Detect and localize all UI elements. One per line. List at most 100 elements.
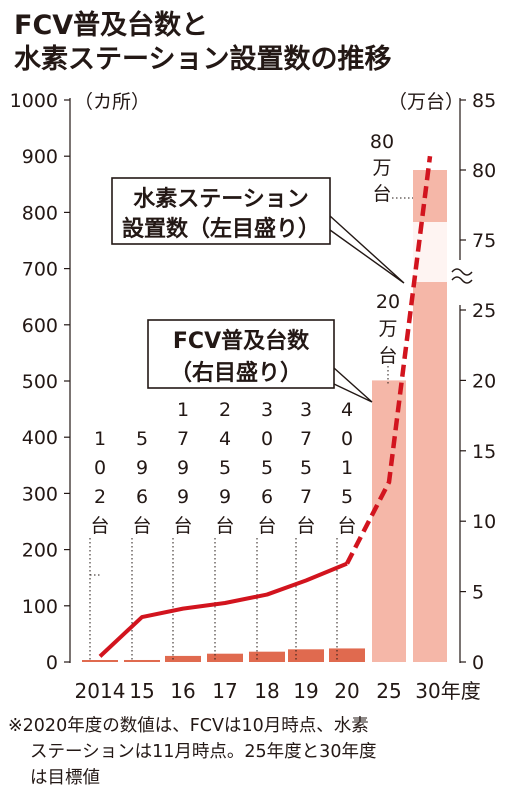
- station-line-actual: [98, 561, 348, 658]
- fcv-value-char: 7: [300, 428, 312, 450]
- fcv-bar: [372, 380, 406, 662]
- callout-fcv-pointer: [333, 367, 373, 403]
- right-tick-label: 25: [472, 300, 496, 322]
- left-tick-label: 800: [22, 202, 58, 224]
- station-line: [98, 155, 433, 658]
- x-tick-label: 25: [376, 679, 401, 703]
- callout-station-line1: 水素ステーション: [133, 186, 309, 212]
- callout-station-line2: 設置数（左目盛り）: [122, 216, 320, 242]
- callouts: 水素ステーション設置数（左目盛り） FCV普及台数 （右目盛り）: [111, 177, 405, 403]
- x-tick-label: 19: [293, 679, 318, 703]
- label-2025-char: 20: [376, 291, 400, 313]
- fcv-value-char: 9: [177, 486, 189, 508]
- x-axis-ticks: 2014 15 16 17 18 19 20 25 30年度: [75, 679, 481, 703]
- fcv-value-char: 台: [296, 515, 315, 537]
- callout-fcv-line2: （右目盛り）: [170, 360, 302, 386]
- label-2030-char: 万: [372, 157, 391, 179]
- fcv-bar: [124, 659, 160, 662]
- label-2025-char: 台: [378, 345, 397, 367]
- right-tick-label: 85: [472, 90, 496, 112]
- callout-fcv-box: [147, 319, 335, 389]
- left-tick-label: 600: [22, 315, 58, 337]
- fcv-value-char: 0: [94, 457, 106, 479]
- fcv-value-char: 5: [219, 457, 231, 479]
- left-tick-label: 300: [22, 483, 58, 505]
- right-tick-label: 75: [472, 230, 496, 252]
- x-tick-label: 20: [334, 679, 359, 703]
- fcv-value-char: 4: [219, 428, 231, 450]
- fcv-value-char: 7: [300, 486, 312, 508]
- fcv-value-char: 3: [261, 399, 273, 421]
- left-tick-label: 900: [22, 146, 58, 168]
- callout-station-pointer: [329, 215, 405, 284]
- left-tick-label: 100: [22, 596, 58, 618]
- footnote-line2: ステーションは11月時点。25年度と30年度: [30, 742, 377, 762]
- fcv-value-char: 台: [90, 515, 109, 537]
- x-tick-label: 15: [129, 679, 154, 703]
- fcv-value-char: 1: [177, 399, 189, 421]
- fcv-bar: [165, 655, 201, 662]
- value-label-leaders: [89, 197, 413, 660]
- fcv-value-char: 9: [219, 486, 231, 508]
- right-tick-label: 80: [472, 160, 496, 182]
- fcv-value-char: 4: [341, 399, 353, 421]
- fcv-value-char: 台: [337, 515, 356, 537]
- fcv-bar: [82, 660, 118, 662]
- left-tick-label: 200: [22, 540, 58, 562]
- right-axis-unit: （万台）: [388, 91, 464, 113]
- right-tick-label: 0: [472, 652, 484, 674]
- right-tick-label: 15: [472, 441, 496, 463]
- left-tick-label: 0: [46, 652, 58, 674]
- bar-break-fade: [413, 222, 447, 282]
- fcv-value-char: 台: [132, 515, 151, 537]
- footnote-line1: ※2020年度の数値は、FCVは10月時点、水素: [8, 716, 369, 736]
- axis-break-mark: [451, 268, 473, 284]
- fcv-bar: [207, 653, 243, 662]
- fcv-value-char: 2: [219, 399, 231, 421]
- left-tick-label: 400: [22, 427, 58, 449]
- fcv-value-char: 6: [136, 486, 148, 508]
- fcv-bars: [82, 170, 447, 662]
- chart-title-line2: 水素ステーション設置数の推移: [14, 44, 392, 75]
- fcv-value-char: 0: [261, 428, 273, 450]
- station-line-target: [345, 155, 433, 565]
- fcv-bar: [249, 651, 285, 662]
- fcv-bar: [288, 649, 324, 662]
- fcv-value-char: 0: [341, 428, 353, 450]
- fcv-value-char: 台: [173, 515, 192, 537]
- callout-station-box: [111, 177, 331, 245]
- label-2030-char: 80: [370, 131, 394, 153]
- right-tick-label: 20: [472, 370, 496, 392]
- fcv-value-char: 台: [257, 515, 276, 537]
- left-tick-label: 500: [22, 371, 58, 393]
- right-tick-label: 5: [472, 582, 484, 604]
- left-axis-unit: （カ所）: [74, 91, 150, 113]
- fcv-value-char: 2: [94, 486, 106, 508]
- fcv-value-char: 5: [300, 457, 312, 479]
- fcv-value-char: 1: [94, 428, 106, 450]
- fcv-value-char: 5: [136, 428, 148, 450]
- fcv-value-char: 5: [261, 457, 273, 479]
- fcv-bar: [329, 648, 365, 662]
- footnote-line3: は目標値: [30, 768, 100, 788]
- fcv-value-char: 9: [136, 457, 148, 479]
- fcv-value-char: 9: [177, 457, 189, 479]
- x-tick-label: 2014: [75, 679, 126, 703]
- left-tick-label: 700: [22, 259, 58, 281]
- x-tick-label: 16: [170, 679, 195, 703]
- fcv-value-char: 3: [300, 399, 312, 421]
- label-2025-char: 万: [378, 318, 397, 340]
- fcv-value-char: 7: [177, 428, 189, 450]
- x-tick-label: 18: [254, 679, 279, 703]
- chart-title-line1: FCV普及台数と: [14, 10, 209, 41]
- fcv-value-char: 5: [341, 486, 353, 508]
- fcv-value-char: 1: [341, 457, 353, 479]
- callout-fcv-line1: FCV普及台数: [173, 328, 310, 354]
- x-tick-label: 30年度: [415, 679, 480, 703]
- x-tick-label: 17: [212, 679, 237, 703]
- left-tick-label: 1000: [10, 90, 58, 112]
- fcv-value-char: 6: [261, 486, 273, 508]
- right-tick-label: 10: [472, 511, 496, 533]
